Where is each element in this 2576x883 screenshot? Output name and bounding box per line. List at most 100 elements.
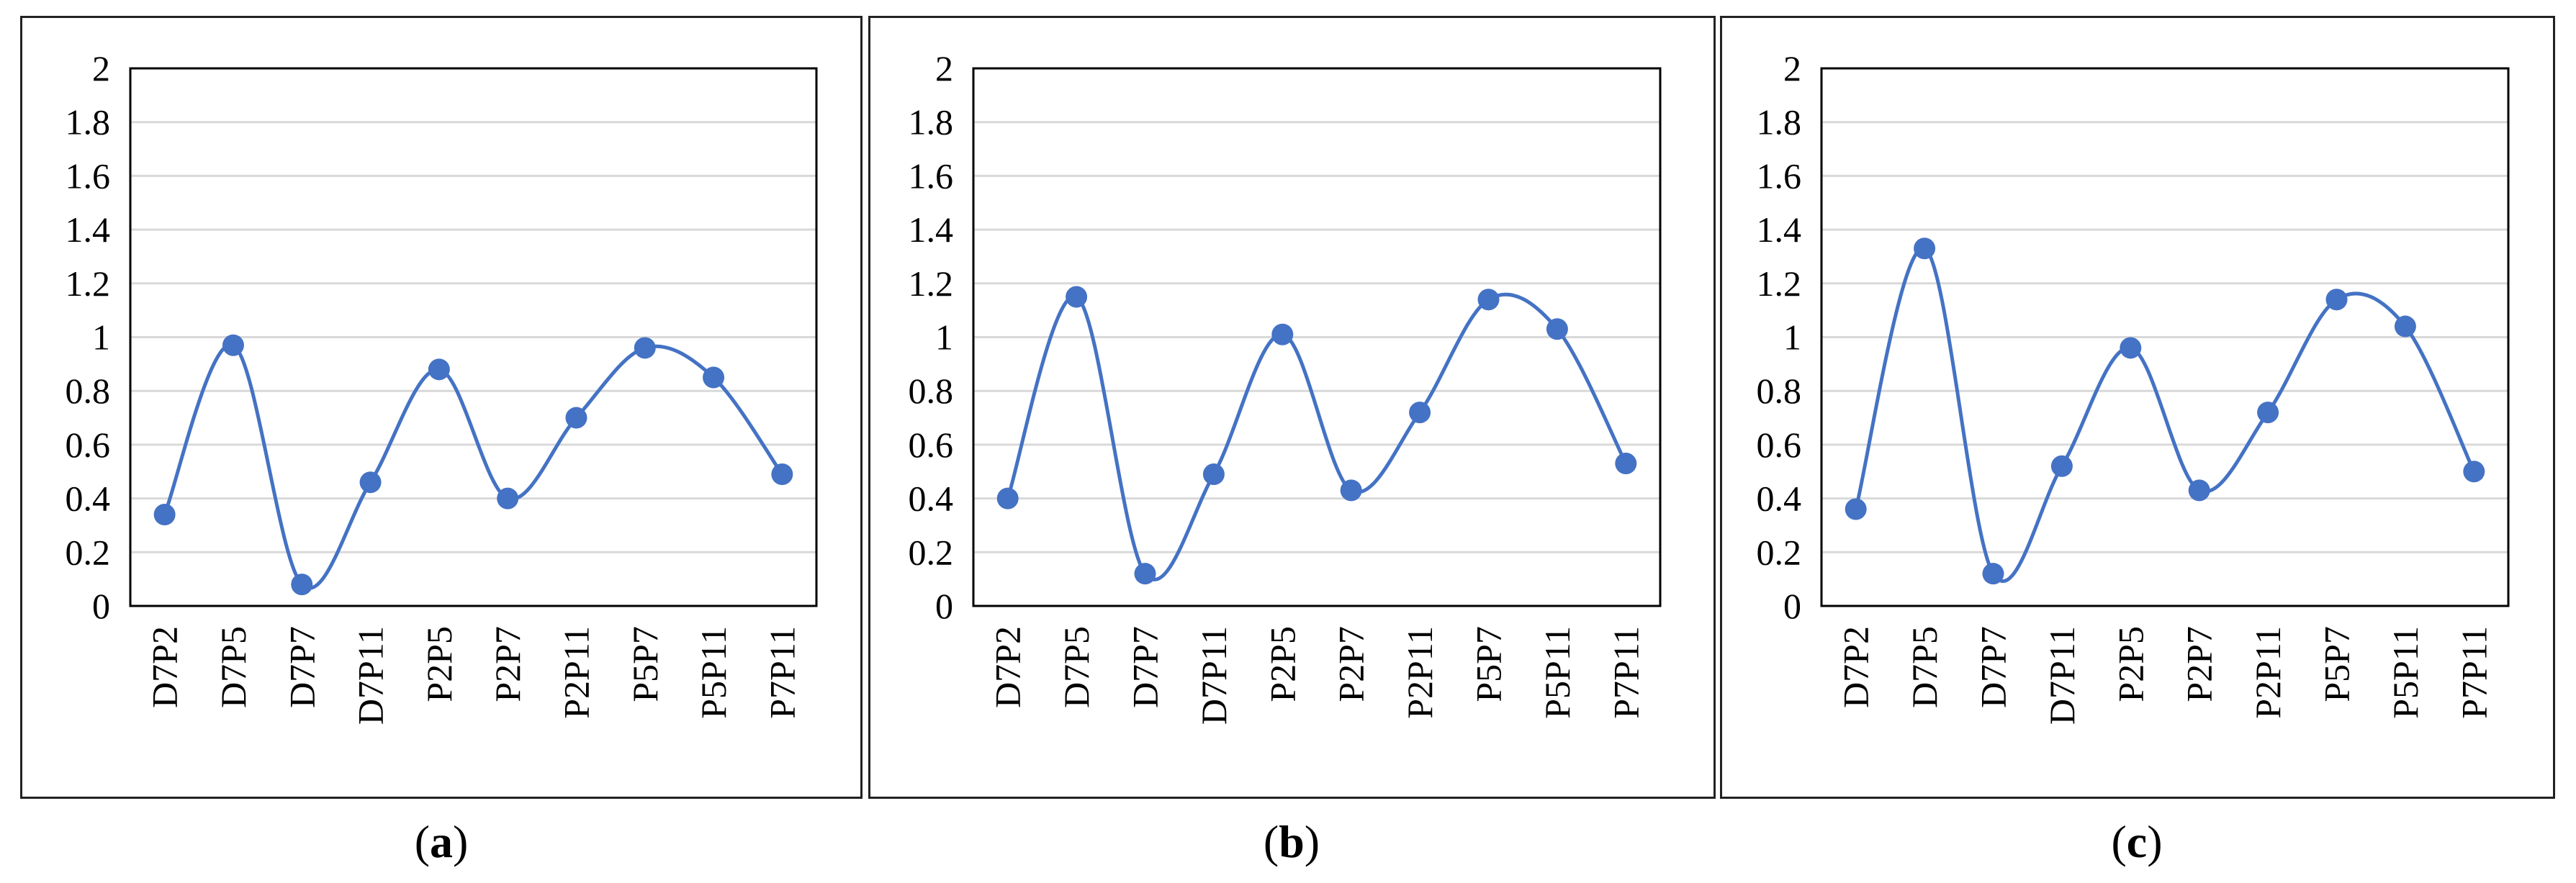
x-tick-label: D7P11 (351, 626, 391, 725)
y-tick-label: 0.8 (909, 371, 954, 411)
x-tick-label: P2P5 (2110, 626, 2151, 702)
y-tick-label: 1.8 (66, 102, 111, 142)
data-point (1409, 402, 1431, 424)
y-tick-label: 2 (935, 48, 953, 89)
y-tick-label: 0 (92, 586, 110, 626)
x-tick-label: D7P2 (145, 626, 185, 708)
y-tick-label: 1.6 (1757, 155, 1802, 196)
caption-c: (c) (2111, 816, 2163, 867)
data-point (153, 504, 176, 526)
y-tick-label: 1.4 (909, 209, 954, 250)
x-tick-label: P2P5 (419, 626, 459, 702)
y-tick-label: 1.2 (909, 263, 954, 304)
caption-b-letter: b (1279, 816, 1305, 867)
chart-svg-b: 0 0.2 0.4 0.6 0.8 1 1.2 1.4 1.6 1.8 2 D7P2 D7P5 D7P7 D… (909, 48, 1662, 725)
y-tick-label: 1.4 (66, 209, 111, 250)
x-tick-label: P5P11 (693, 626, 734, 719)
chart-panel-b: 0 0.2 0.4 0.6 0.8 1 1.2 1.4 1.6 1.8 2 D7P2 D7P5 D7P7 D… (868, 16, 1716, 799)
data-point (771, 463, 793, 485)
x-tick-label: P7P11 (1606, 626, 1646, 719)
y-tick-label: 1 (935, 317, 953, 358)
data-point (634, 337, 656, 359)
data-point (1477, 289, 1500, 311)
y-tick-label: 0.4 (1757, 479, 1802, 519)
x-tick-label: P5P7 (1469, 626, 1509, 702)
data-point (1271, 323, 1294, 345)
data-point (2050, 455, 2073, 477)
plot-frame (129, 67, 818, 607)
data-point (2188, 479, 2210, 502)
y-tick-label: 0.4 (909, 479, 954, 519)
y-tick-label: 1.6 (66, 155, 111, 196)
x-tick-label: D7P5 (1904, 626, 1945, 708)
x-tick-label: D7P5 (213, 626, 253, 708)
y-tick-label: 0.6 (1757, 425, 1802, 465)
x-tick-label: P5P11 (2385, 626, 2426, 719)
y-tick-label: 0.8 (1757, 371, 1802, 411)
data-point (1914, 237, 1936, 260)
data-point (359, 471, 382, 494)
data-point (291, 574, 313, 596)
plot-frame (972, 67, 1662, 607)
data-point (703, 366, 725, 389)
y-tick-label: 0.6 (909, 425, 954, 465)
caption-a: (a) (414, 816, 469, 867)
y-tick-label: 0.2 (1757, 532, 1802, 572)
caption-b: (b) (1263, 816, 1320, 867)
data-point (2120, 337, 2142, 359)
y-tick-label: 0.4 (66, 479, 111, 519)
data-point (428, 358, 450, 381)
data-point (222, 334, 244, 356)
data-point (565, 407, 587, 429)
x-tick-label: D7P2 (1836, 626, 1876, 708)
x-tick-label: P2P11 (1400, 626, 1440, 719)
data-point (2463, 461, 2485, 483)
y-tick-label: 2 (92, 48, 110, 89)
chart-panel-c: 0 0.2 0.4 0.6 0.8 1 1.2 1.4 1.6 1.8 2 D7P2 D7P5 D7P7 D… (1720, 16, 2555, 799)
x-tick-label: P2P11 (2248, 626, 2288, 719)
y-tick-label: 1.8 (909, 102, 954, 142)
caption-a-letter: a (430, 816, 453, 867)
y-tick-label: 0 (935, 586, 953, 626)
x-tick-label: P2P5 (1262, 626, 1302, 702)
chart-svg-a: 0 0.2 0.4 0.6 0.8 1 1.2 1.4 1.6 1.8 2 D7P2 D7P5 D7P7 D… (66, 48, 818, 725)
x-tick-label: D7P11 (2042, 626, 2082, 725)
caption-c-letter: c (2126, 816, 2148, 867)
x-tick-label: P5P7 (625, 626, 665, 702)
chart-panel-a: 0 0.2 0.4 0.6 0.8 1 1.2 1.4 1.6 1.8 2 D7P2 D7P5 D7P7 D… (20, 16, 863, 799)
x-tick-label: D7P2 (988, 626, 1028, 708)
y-tick-label: 0.2 (909, 532, 954, 572)
y-tick-label: 1.4 (1757, 209, 1802, 250)
y-tick-label: 1.2 (66, 263, 111, 304)
y-tick-label: 1.2 (1757, 263, 1802, 304)
y-tick-label: 0 (1783, 586, 1801, 626)
data-point (1202, 463, 1225, 485)
data-point (1546, 318, 1568, 340)
chart-svg-c: 0 0.2 0.4 0.6 0.8 1 1.2 1.4 1.6 1.8 2 D7P2 D7P5 D7P7 D… (1757, 48, 2510, 725)
x-tick-label: P2P7 (487, 626, 528, 702)
y-tick-label: 1 (92, 317, 110, 358)
x-tick-label: P2P11 (556, 626, 596, 719)
y-tick-label: 1.6 (909, 155, 954, 196)
y-tick-label: 0.8 (66, 371, 111, 411)
y-tick-label: 0.6 (66, 425, 111, 465)
y-tick-label: 1 (1783, 317, 1801, 358)
x-tick-label: D7P11 (1194, 626, 1234, 725)
data-point (996, 487, 1019, 510)
x-tick-label: D7P7 (1973, 626, 2014, 708)
series-line (1854, 246, 2476, 583)
x-tick-label: P5P11 (1537, 626, 1577, 719)
plot-frame (1820, 67, 2510, 607)
data-point (2394, 315, 2416, 338)
x-tick-label: D7P7 (1125, 626, 1166, 708)
x-tick-label: P7P11 (762, 626, 802, 719)
data-point (1340, 479, 1362, 502)
y-tick-label: 2 (1783, 48, 1801, 89)
x-tick-label: P2P7 (2179, 626, 2220, 702)
x-tick-label: D7P5 (1056, 626, 1096, 708)
data-point (497, 487, 519, 510)
x-tick-label: P5P7 (2317, 626, 2357, 702)
data-point (1134, 563, 1156, 585)
x-tick-label: P2P7 (1331, 626, 1372, 702)
y-tick-label: 1.8 (1757, 102, 1802, 142)
